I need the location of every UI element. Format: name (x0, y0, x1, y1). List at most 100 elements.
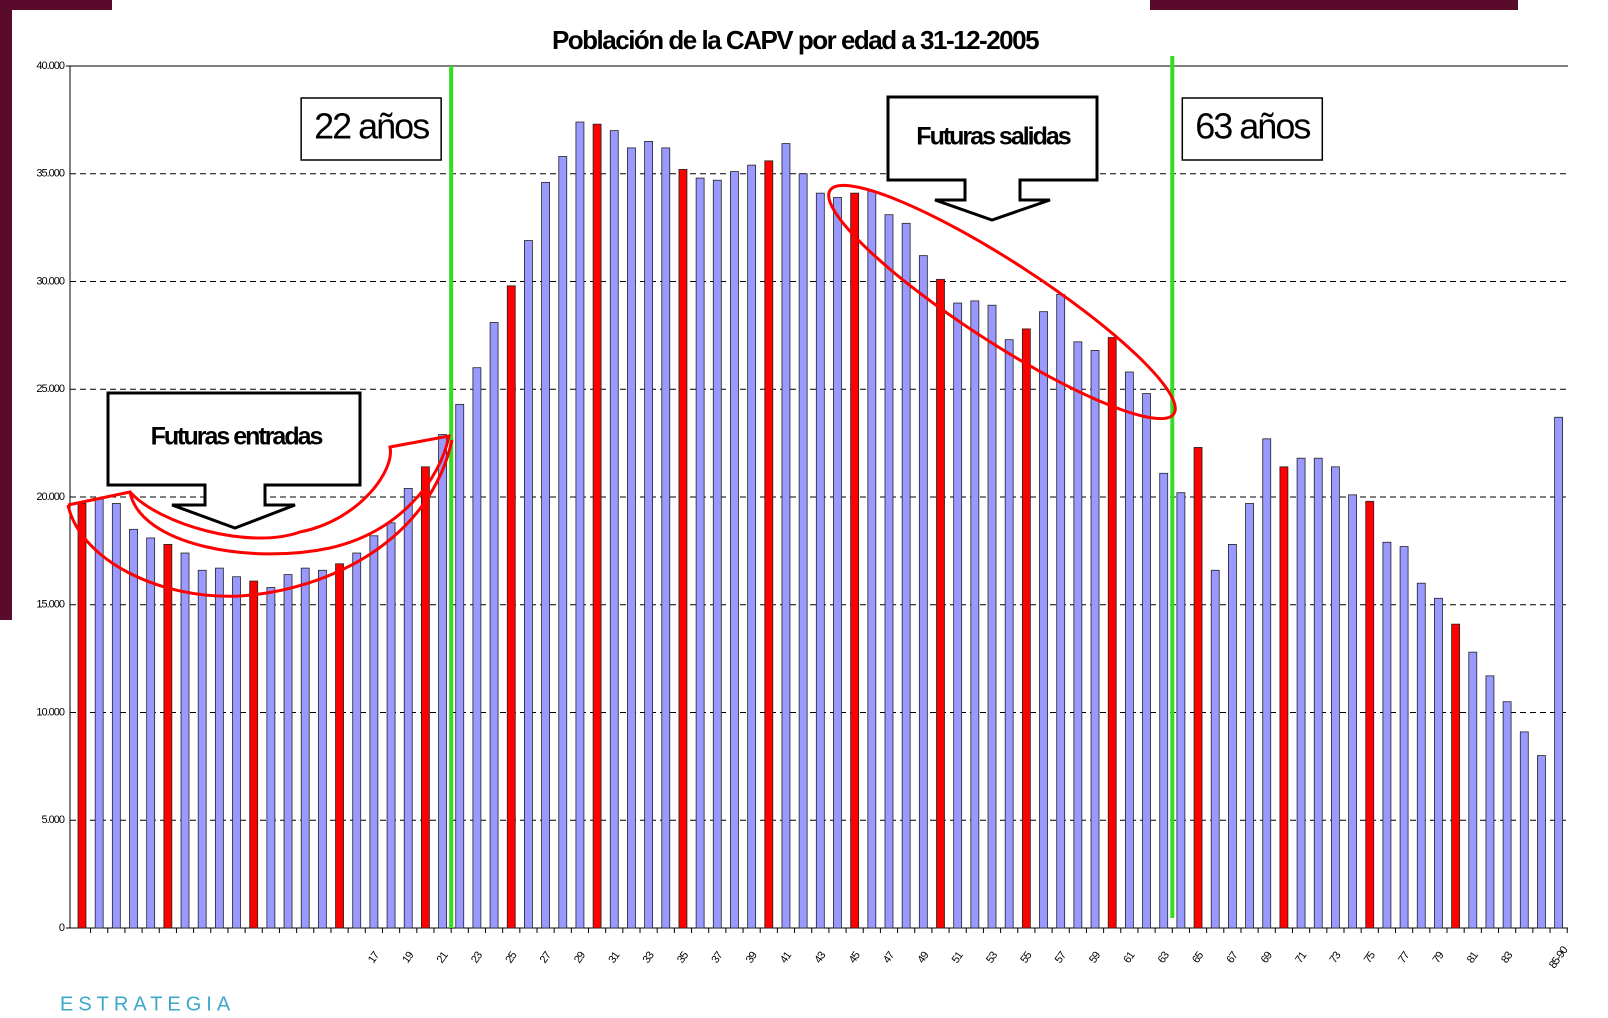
bar (1021, 328, 1031, 929)
x-tick-label: 25 (503, 950, 519, 966)
bar (1056, 294, 1066, 929)
bar (1227, 544, 1237, 929)
bar (1296, 457, 1306, 929)
x-tick-label: 35 (675, 950, 691, 966)
bar (970, 300, 980, 929)
x-tick-label: 27 (538, 950, 554, 966)
bar (815, 192, 825, 929)
bar (1502, 701, 1512, 929)
bar (918, 255, 928, 929)
x-tick-label: 59 (1087, 950, 1103, 966)
bar (420, 466, 430, 929)
x-tick-label: 55 (1018, 950, 1034, 966)
x-tick-label: 71 (1293, 950, 1309, 966)
bar (524, 240, 533, 929)
bar (1313, 457, 1323, 929)
marker-label: 63 años (1195, 106, 1310, 147)
bar (575, 121, 585, 929)
x-tick-label: 85-90 (1547, 944, 1571, 971)
bar (1090, 350, 1100, 929)
bar (1279, 466, 1289, 929)
x-tick-label: 57 (1053, 950, 1069, 966)
x-tick-label: 67 (1224, 950, 1240, 966)
callout (886, 95, 1099, 222)
x-tick-label: 63 (1156, 950, 1172, 966)
bar (987, 304, 997, 929)
bar (1073, 341, 1083, 929)
bar (335, 563, 344, 929)
bar (1399, 546, 1409, 929)
bar (197, 569, 207, 929)
bar (369, 535, 379, 929)
highlight-ellipse (827, 183, 1177, 421)
bar (558, 156, 568, 929)
bar (403, 487, 413, 929)
frame-band (1150, 0, 1518, 10)
bar (94, 498, 104, 929)
bar (833, 197, 842, 929)
bar (541, 181, 550, 929)
bar (901, 222, 911, 929)
bar (592, 123, 602, 929)
marker-label: 22 años (314, 106, 429, 147)
bar (1348, 494, 1357, 929)
bar (1107, 337, 1117, 929)
x-tick-label: 51 (950, 950, 966, 966)
x-tick-label: 23 (469, 950, 485, 966)
bar (1176, 492, 1186, 929)
bar (764, 160, 774, 929)
bar (1210, 569, 1220, 929)
bar (1331, 466, 1340, 929)
brand: ESTRATEGIA (60, 993, 235, 1013)
bar (1468, 651, 1478, 929)
x-tick-label: 83 (1499, 950, 1515, 966)
bar (506, 285, 516, 929)
bar (266, 587, 276, 929)
bar (489, 322, 499, 929)
x-tick-label: 33 (641, 950, 657, 966)
bar (884, 214, 894, 929)
x-tick-label: 39 (744, 950, 760, 966)
y-tick-label: 15.000 (36, 599, 65, 611)
bar (1537, 755, 1546, 929)
bar (1142, 393, 1151, 929)
x-tick-label: 69 (1259, 950, 1275, 966)
bar (1434, 597, 1443, 929)
x-tick-label: 21 (435, 950, 451, 966)
bar (609, 130, 619, 929)
chart-title: Población de la CAPV por edad a 31-12-20… (552, 25, 1039, 55)
bar (283, 574, 293, 929)
x-tick-label: 49 (915, 950, 931, 966)
x-tick-label: 19 (400, 950, 416, 966)
bar (163, 544, 173, 929)
bar (455, 403, 465, 929)
x-tick-label: 17 (366, 950, 382, 966)
bar (129, 528, 138, 929)
highlight-outline (66, 439, 454, 598)
bar (386, 522, 396, 929)
bar (1451, 623, 1460, 929)
bar (730, 171, 739, 929)
bar (781, 143, 791, 929)
bar (678, 169, 688, 929)
y-tick-label: 40.000 (36, 60, 65, 72)
annotation: Futuras entradas (151, 423, 323, 451)
bar (111, 503, 121, 929)
bar (1365, 500, 1375, 929)
bar (1124, 371, 1134, 929)
bar (232, 576, 241, 929)
bar (1159, 472, 1169, 929)
bar (146, 537, 156, 929)
bar (317, 569, 327, 929)
callout (106, 391, 362, 530)
bar (214, 567, 224, 929)
y-tick-label: 35.000 (36, 168, 65, 180)
x-tick-label: 29 (572, 950, 588, 966)
bar (712, 179, 722, 929)
x-tick-label: 75 (1362, 950, 1378, 966)
bar (77, 503, 87, 929)
bar (1262, 438, 1272, 929)
x-tick-label: 81 (1465, 950, 1481, 966)
y-tick-label: 25.000 (36, 383, 65, 395)
